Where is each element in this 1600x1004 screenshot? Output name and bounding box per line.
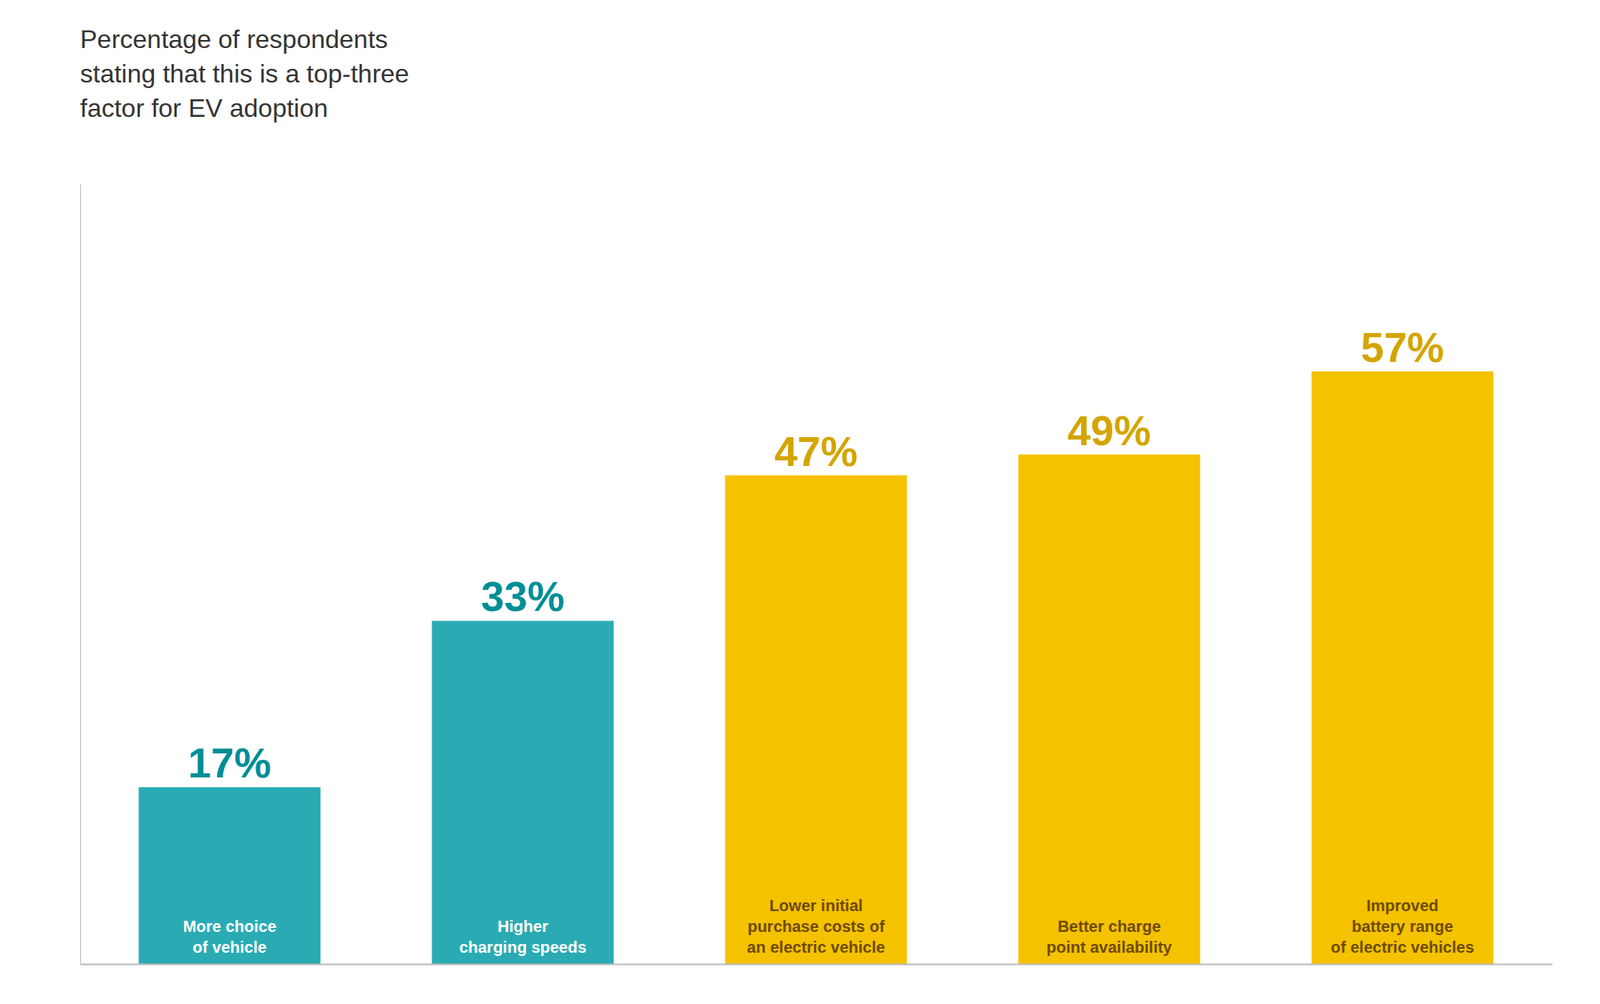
y-axis — [80, 184, 81, 965]
tick-label: Improvedbattery rangeof electric vehicle… — [1330, 896, 1475, 957]
data-label: 47% — [774, 428, 858, 475]
data-label: 57% — [1360, 324, 1444, 371]
title: Percentage of respondentsstating that th… — [80, 24, 410, 123]
tick: Lower initialpurchase costs ofan electri… — [747, 896, 885, 957]
tick: Highercharging speeds — [458, 917, 587, 957]
tick: Better chargepoint availability — [1046, 917, 1174, 957]
plot: More choiceof vehicle Highercharging spee… — [80, 184, 1553, 965]
data-label: 49% — [1067, 407, 1151, 455]
tick: Improvedbattery rangeof electric vehicle… — [1330, 896, 1475, 957]
bar — [431, 620, 614, 965]
tick-label: Lower initialpurchase costs ofan electri… — [747, 896, 885, 957]
y-axis-line — [80, 184, 81, 965]
bar — [1311, 371, 1494, 965]
bar — [724, 475, 907, 965]
data-label: 17% — [188, 739, 272, 787]
tick-label: More choiceof vehicle — [182, 917, 277, 957]
data-labels: 17% 33% 47% 49% 57% — [188, 324, 1445, 787]
x-axis-line — [80, 964, 1553, 966]
tick: More choiceof vehicle — [182, 917, 277, 957]
bar — [138, 787, 321, 965]
chart: Percentage of respondentsstating that th… — [0, 0, 1600, 1004]
x-axis: More choiceof vehicle Highercharging spee… — [80, 896, 1553, 965]
bars — [138, 371, 1494, 965]
data-label: 33% — [481, 573, 565, 620]
bar — [1018, 454, 1201, 965]
tick-label: Better chargepoint availability — [1046, 917, 1174, 957]
tick-label: Highercharging speeds — [458, 917, 587, 957]
